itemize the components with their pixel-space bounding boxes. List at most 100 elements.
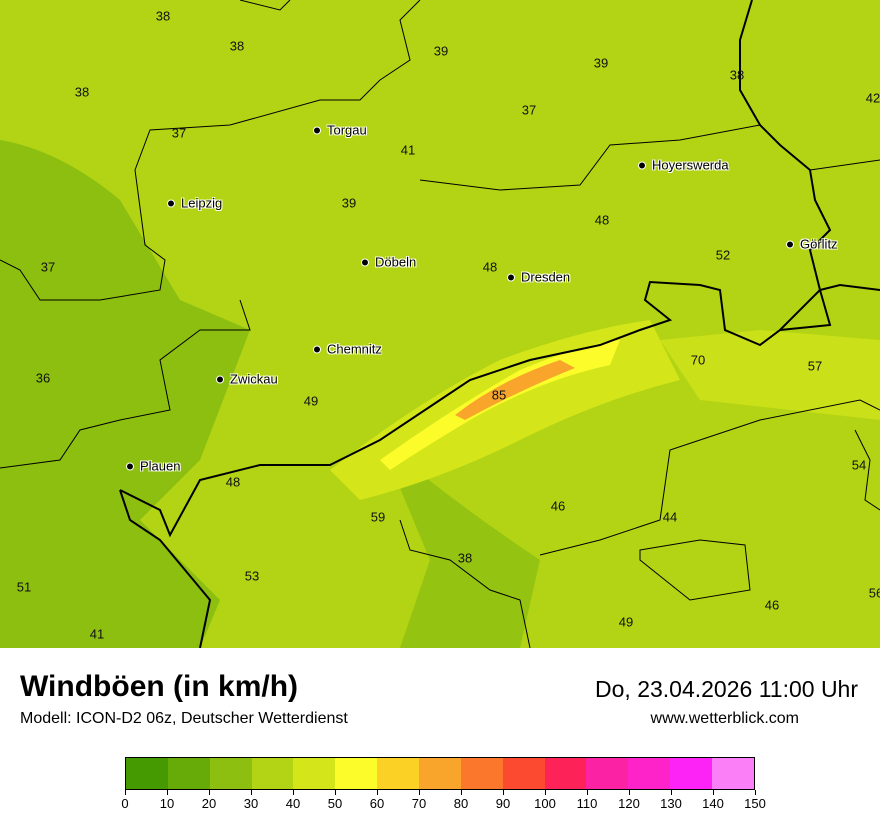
gust-value-label: 41 xyxy=(400,142,416,158)
max-gust-zone xyxy=(455,360,575,420)
gust-value-label: 85 xyxy=(491,387,507,403)
city-dot-icon xyxy=(126,462,134,470)
city-name: Hoyerswerda xyxy=(652,157,729,173)
city-dot-icon xyxy=(638,161,646,169)
city-dot-icon xyxy=(167,199,175,207)
city-marker[interactable]: Görlitz xyxy=(786,237,838,252)
legend-tick xyxy=(545,790,546,795)
gust-value-label: 48 xyxy=(594,212,610,228)
city-dot-icon xyxy=(313,126,321,134)
city-marker[interactable]: Dresden xyxy=(507,270,570,285)
gust-value-label: 38 xyxy=(74,84,90,100)
wind-gust-map[interactable]: 38 38 39 39 38 42 38 37 37 41 39 48 52 37 48 70 57 36 49 85… xyxy=(0,0,880,648)
city-dot-icon xyxy=(313,345,321,353)
legend-swatch xyxy=(377,758,420,789)
legend-tick xyxy=(293,790,294,795)
gust-value-label: 54 xyxy=(851,457,867,473)
legend-tick xyxy=(125,790,126,795)
gust-value-label: 37 xyxy=(171,125,187,141)
legend-swatch xyxy=(167,758,210,789)
legend-tick-label: 140 xyxy=(702,796,724,811)
gust-value-label: 44 xyxy=(662,509,678,525)
city-dot-icon xyxy=(216,375,224,383)
country-border xyxy=(119,0,880,648)
city-dot-icon xyxy=(507,273,515,281)
forecast-datetime: Do, 23.04.2026 11:00 Uhr xyxy=(595,676,858,702)
city-marker[interactable]: Chemnitz xyxy=(313,342,382,357)
gust-value-label: 39 xyxy=(593,55,609,71)
city-name: Leipzig xyxy=(181,195,223,211)
color-scale-legend xyxy=(125,757,755,790)
gust-value-label: 37 xyxy=(521,102,537,118)
city-name: Görlitz xyxy=(800,236,838,252)
legend-tick-label: 30 xyxy=(243,796,259,811)
gust-value-label: 70 xyxy=(690,352,706,368)
legend-swatch xyxy=(628,758,671,789)
legend-tick xyxy=(503,790,504,795)
gust-value-label: 39 xyxy=(341,195,357,211)
legend-tick-label: 110 xyxy=(576,796,598,811)
state-border xyxy=(0,0,880,648)
legend-swatch xyxy=(544,758,587,789)
gust-value-label: 38 xyxy=(155,8,171,24)
legend-swatch xyxy=(712,758,754,789)
gust-value-label: 59 xyxy=(370,509,386,525)
higher-gust-zone xyxy=(660,330,880,420)
legend-tick xyxy=(713,790,714,795)
legend-tick-label: 100 xyxy=(534,796,556,811)
legend-swatch xyxy=(460,758,503,789)
map-shading xyxy=(0,0,880,648)
legend-tick xyxy=(167,790,168,795)
gust-value-label: 48 xyxy=(482,259,498,275)
legend-tick-label: 90 xyxy=(495,796,511,811)
legend-tick-label: 50 xyxy=(327,796,343,811)
legend-tick-label: 70 xyxy=(411,796,427,811)
gust-value-label: 52 xyxy=(715,247,731,263)
gust-value-label: 41 xyxy=(89,626,105,642)
city-marker[interactable]: Hoyerswerda xyxy=(638,158,729,173)
gust-value-label: 38 xyxy=(229,38,245,54)
gust-value-label: 57 xyxy=(807,358,823,374)
legend-swatch xyxy=(293,758,336,789)
lower-gust-zone xyxy=(0,140,250,648)
legend-tick xyxy=(419,790,420,795)
city-marker[interactable]: Leipzig xyxy=(167,196,222,211)
legend-tick-label: 20 xyxy=(201,796,217,811)
city-marker[interactable]: Zwickau xyxy=(216,372,278,387)
legend-tick xyxy=(209,790,210,795)
city-name: Dresden xyxy=(521,269,571,285)
legend-tick-label: 120 xyxy=(618,796,640,811)
legend-tick-label: 0 xyxy=(121,796,129,811)
gust-value-label: 38 xyxy=(729,67,745,83)
gust-value-label: 37 xyxy=(40,259,56,275)
legend-tick-label: 130 xyxy=(660,796,682,811)
legend-swatch xyxy=(586,758,629,789)
legend-swatch xyxy=(209,758,252,789)
gust-value-label: 51 xyxy=(16,579,32,595)
gust-value-label: 49 xyxy=(303,393,319,409)
map-title: Windböen (in km/h) xyxy=(20,670,299,703)
model-source: Modell: ICON-D2 06z, Deutscher Wetterdie… xyxy=(20,710,348,727)
legend-tick xyxy=(587,790,588,795)
city-name: Torgau xyxy=(327,122,367,138)
gust-value-label: 56 xyxy=(868,585,880,601)
legend-tick-label: 150 xyxy=(744,796,766,811)
legend-swatch xyxy=(126,758,168,789)
city-marker[interactable]: Döbeln xyxy=(361,255,416,270)
website-link[interactable]: www.wetterblick.com xyxy=(650,710,799,727)
legend-tick xyxy=(671,790,672,795)
city-marker[interactable]: Torgau xyxy=(313,123,367,138)
gust-value-label: 36 xyxy=(35,370,51,386)
legend-tick xyxy=(629,790,630,795)
legend-tick xyxy=(461,790,462,795)
city-marker[interactable]: Plauen xyxy=(126,459,180,474)
legend-tick xyxy=(251,790,252,795)
gust-value-label: 46 xyxy=(550,498,566,514)
city-name: Zwickau xyxy=(230,371,278,387)
city-dot-icon xyxy=(786,240,794,248)
higher-gust-zone xyxy=(330,320,680,500)
gust-value-label: 38 xyxy=(457,550,473,566)
legend-tick xyxy=(335,790,336,795)
gust-value-label: 39 xyxy=(433,43,449,59)
legend-tick-label: 10 xyxy=(159,796,175,811)
